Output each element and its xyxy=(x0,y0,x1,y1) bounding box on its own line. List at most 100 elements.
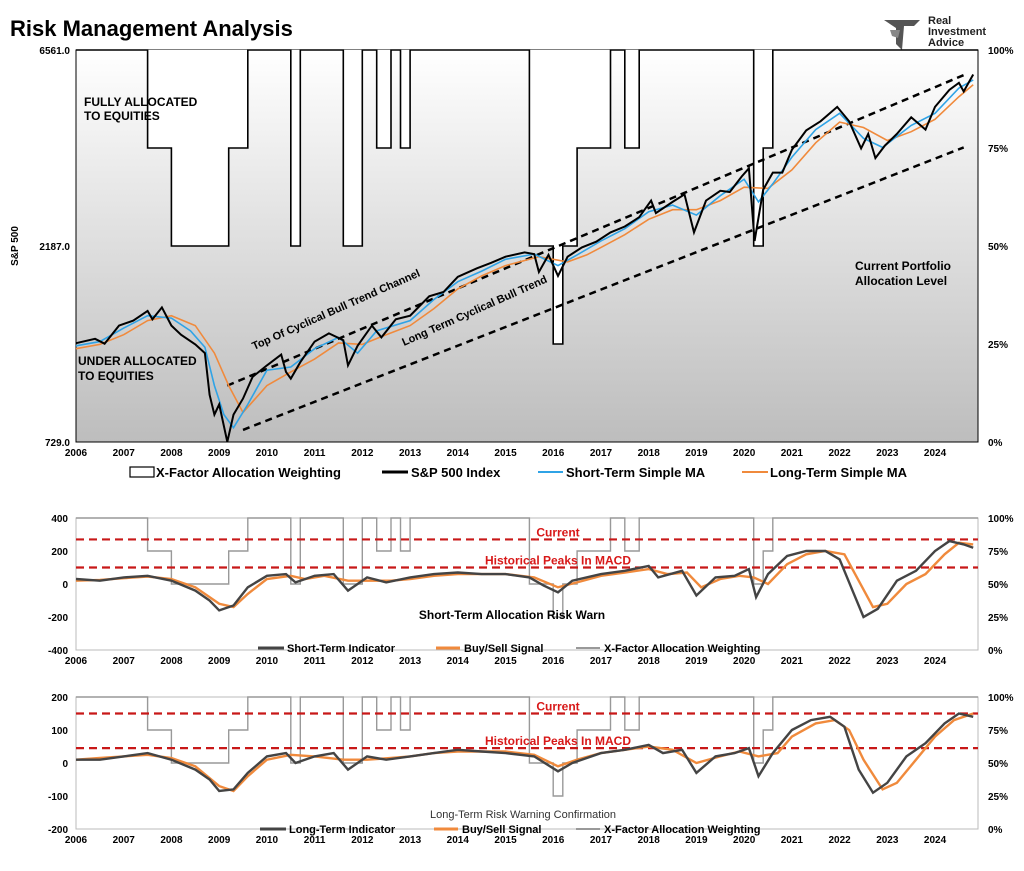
long-term-chart-x-tick-label: 2012 xyxy=(351,835,374,846)
long-ma-line xyxy=(75,84,974,414)
brand-line-2: Investment xyxy=(928,26,987,38)
long-term-chart-x-tick-label: 2008 xyxy=(160,835,183,846)
main-legend: X-Factor Allocation Weighting S&P 500 Ind… xyxy=(129,465,908,480)
long-term-chart-signal-line xyxy=(75,712,974,793)
x-tick-label: 2019 xyxy=(685,448,708,459)
y2-tick-label: 75% xyxy=(988,144,1008,155)
short-term-chart-x-tick-label: 2016 xyxy=(542,656,565,667)
fully-allocated-label: FULLY ALLOCATED xyxy=(84,95,198,109)
long-term-chart-y-tick-label: 200 xyxy=(51,693,68,704)
legend-long-indicator-label: Long-Term Indicator xyxy=(289,824,396,836)
long-term-chart-y2-tick-label: 75% xyxy=(988,726,1008,737)
x-tick-label: 2020 xyxy=(733,448,756,459)
xfactor-fill xyxy=(76,50,978,344)
y-tick-label: 2187.0 xyxy=(39,242,70,253)
short-term-chart-x-tick-label: 2011 xyxy=(304,656,326,667)
short-term-chart-y-tick-label: 400 xyxy=(51,514,68,525)
long-term-chart-x-tick-label: 2017 xyxy=(590,835,613,846)
legend-long-ma-label: Long-Term Simple MA xyxy=(770,465,908,480)
long-term-chart-x-tick-label: 2011 xyxy=(304,835,326,846)
y2-tick-label: 50% xyxy=(988,242,1008,253)
short-term-chart-x-tick-label: 2023 xyxy=(876,656,899,667)
short-term-chart-x-tick-label: 2021 xyxy=(781,656,804,667)
long-term-chart-x-tick-label: 2019 xyxy=(685,835,708,846)
x-tick-label: 2013 xyxy=(399,448,422,459)
long-term-chart-indicator-line xyxy=(76,712,974,795)
fully-allocated-label: TO EQUITIES xyxy=(84,109,160,123)
long-term-chart-y-tick-label: -100 xyxy=(48,792,68,803)
long-term-chart-x-tick-label: 2013 xyxy=(399,835,422,846)
long-term-chart-x-tick-label: 2024 xyxy=(924,835,947,846)
short-term-chart-x-tick-label: 2006 xyxy=(65,656,88,667)
x-tick-label: 2006 xyxy=(65,448,88,459)
short-term-chart-peaks-label: Historical Peaks In MACD xyxy=(485,554,631,568)
y-tick-label: 6561.0 xyxy=(39,46,70,57)
long-trend-line xyxy=(242,146,965,432)
short-term-chart-x-tick-label: 2024 xyxy=(924,656,947,667)
brand-line-1: Real xyxy=(928,15,952,27)
brand-line-3: Advice xyxy=(928,37,965,49)
short-term-chart-x-tick-label: 2007 xyxy=(113,656,136,667)
short-term-chart-y2-tick-label: 25% xyxy=(988,613,1008,624)
short-ma-line xyxy=(75,79,974,430)
x-tick-label: 2011 xyxy=(304,448,326,459)
long-term-chart-y2-tick-label: 100% xyxy=(988,693,1014,704)
short-term-chart-x-tick-label: 2019 xyxy=(685,656,708,667)
short-term-chart-x-tick-label: 2014 xyxy=(447,656,470,667)
long-term-chart-x-tick-label: 2016 xyxy=(542,835,565,846)
long-term-chart-x-tick-label: 2023 xyxy=(876,835,899,846)
short-term-chart-y2-tick-label: 75% xyxy=(988,547,1008,558)
x-tick-label: 2023 xyxy=(876,448,899,459)
y2-tick-label: 0% xyxy=(988,438,1003,449)
eagle-icon xyxy=(884,20,920,50)
legend-xfactor-label: X-Factor Allocation Weighting xyxy=(156,465,341,480)
long-term-chart-x-tick-label: 2020 xyxy=(733,835,756,846)
short-term-chart-x-tick-label: 2020 xyxy=(733,656,756,667)
x-tick-label: 2012 xyxy=(351,448,374,459)
short-term-chart-x-tick-label: 2012 xyxy=(351,656,374,667)
x-tick-label: 2024 xyxy=(924,448,947,459)
legend-short-signal-label: Buy/Sell Signal xyxy=(464,643,543,655)
x-tick-label: 2022 xyxy=(828,448,851,459)
short-term-chart-indicator-line xyxy=(75,539,974,619)
long-term-chart-x-tick-label: 2009 xyxy=(208,835,231,846)
short-term-chart-current-label: Current xyxy=(536,525,579,539)
x-tick-label: 2015 xyxy=(494,448,517,459)
sp500-line xyxy=(75,74,975,443)
legend-short-ma-label: Short-Term Simple MA xyxy=(566,465,706,480)
short-term-chart-x-tick-label: 2015 xyxy=(494,656,517,667)
long-term-chart-y2-tick-label: 0% xyxy=(988,825,1003,836)
x-tick-label: 2017 xyxy=(590,448,613,459)
long-term-chart-y-tick-label: 100 xyxy=(51,726,68,737)
long-term-chart-x-tick-label: 2015 xyxy=(494,835,517,846)
under-allocated-label: UNDER ALLOCATED xyxy=(78,354,197,368)
y-tick-label: 729.0 xyxy=(45,438,70,449)
page-title: Risk Management Analysis xyxy=(10,16,293,41)
short-term-chart-y-tick-label: -400 xyxy=(48,646,68,657)
short-term-chart-y-tick-label: -200 xyxy=(48,613,68,624)
legend-short-xfactor-label: X-Factor Allocation Weighting xyxy=(604,643,760,655)
short-term-chart-x-tick-label: 2017 xyxy=(590,656,613,667)
short-term-chart: Current Historical Peaks In MACD 400 200 0 -2… xyxy=(48,514,1014,667)
short-term-chart-x-tick-label: 2018 xyxy=(638,656,661,667)
short-term-chart-x-tick-label: 2009 xyxy=(208,656,231,667)
long-term-chart-y-tick-label: 0 xyxy=(62,759,68,770)
short-term-chart-y2-tick-label: 0% xyxy=(988,646,1003,657)
short-term-chart-y2-tick-label: 50% xyxy=(988,580,1008,591)
short-term-chart-x-tick-label: 2008 xyxy=(160,656,183,667)
legend-sp500-label: S&P 500 Index xyxy=(411,465,501,480)
x-tick-label: 2008 xyxy=(160,448,183,459)
long-term-chart-y2-tick-label: 50% xyxy=(988,759,1008,770)
xfactor-line xyxy=(76,49,978,345)
x-tick-label: 2010 xyxy=(256,448,279,459)
long-term-chart-x-tick-label: 2010 xyxy=(256,835,279,846)
short-term-chart-y2-tick-label: 100% xyxy=(988,514,1014,525)
top-channel-line xyxy=(226,73,965,387)
legend-long-xfactor-label: X-Factor Allocation Weighting xyxy=(604,824,760,836)
x-tick-label: 2007 xyxy=(113,448,136,459)
short-term-chart-xfactor-line xyxy=(76,517,978,618)
y2-tick-label: 25% xyxy=(988,340,1008,351)
long-term-chart-x-tick-label: 2021 xyxy=(781,835,804,846)
short-term-chart-x-tick-label: 2022 xyxy=(828,656,851,667)
